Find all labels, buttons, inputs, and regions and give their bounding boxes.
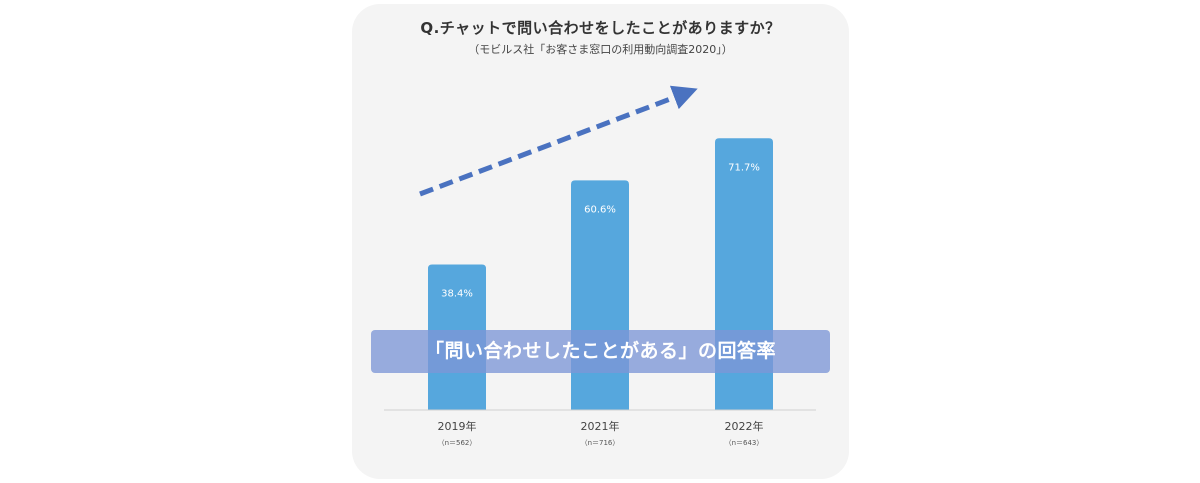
bar-value-label: 38.4% [441,288,473,299]
x-tick-label: 2019年 [438,419,477,433]
sample-size-label: （n＝562） [438,439,477,447]
chart-title: Q.チャットで問い合わせをしたことがありますか？ [420,19,781,37]
bar-value-label: 71.7% [728,162,760,173]
x-tick-label: 2021年 [581,419,620,433]
trend-arrow [419,85,698,197]
x-tick-label: 2022年 [725,419,764,433]
chart-subtitle: （モビルス社「お客さま窓口の利用動向調査2020」） [468,43,733,56]
sample-size-label: （n＝716） [581,439,620,447]
sample-size-label: （n＝643） [725,439,764,447]
answer-rate-banner: 「問い合わせしたことがある」の回答率 [371,330,830,373]
bar-value-label: 60.6% [584,204,616,215]
